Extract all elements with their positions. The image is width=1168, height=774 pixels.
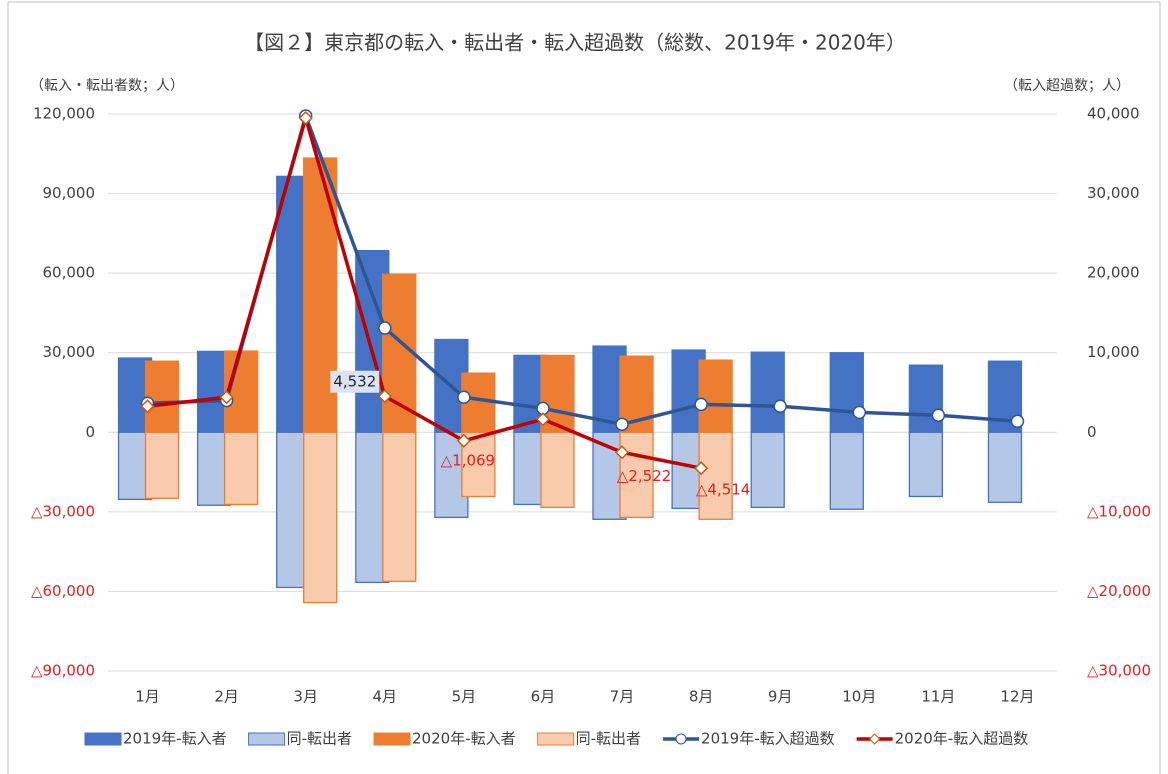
x-tick-label: 10月 <box>842 688 876 706</box>
marker <box>457 390 471 405</box>
legend-marker <box>675 733 687 745</box>
y-tick-label: 30,000 <box>43 343 96 361</box>
legend-swatch <box>537 732 575 746</box>
x-tick-label: 9月 <box>768 688 793 706</box>
x-tick-label: 4月 <box>373 688 398 706</box>
y-tick-label: 60,000 <box>43 264 96 282</box>
x-tick-label: 12月 <box>1000 688 1034 706</box>
marker <box>773 399 787 414</box>
marker <box>377 389 392 404</box>
bar <box>144 360 180 433</box>
legend-marker <box>868 733 881 745</box>
legend-label: 2019年-転入超過数 <box>701 730 835 748</box>
legend-label: 2020年-転入者 <box>412 730 516 748</box>
y-tick-label: △90,000 <box>31 662 95 680</box>
legend-label: 2020年-転入超過数 <box>895 730 1029 748</box>
bar <box>144 431 180 499</box>
x-tick-label: 8月 <box>689 688 714 706</box>
legend-label: 同-転出者 <box>576 730 641 748</box>
marker <box>615 417 629 432</box>
marker <box>1010 414 1025 429</box>
x-tick-label: 3月 <box>293 688 318 706</box>
x-tick-label: 6月 <box>531 688 556 706</box>
bar <box>698 359 733 433</box>
x-tick-label: 7月 <box>610 688 635 706</box>
marker <box>694 461 709 476</box>
marker <box>378 321 392 335</box>
y2-tick-label: △20,000 <box>1087 582 1151 600</box>
data-label: △1,069 <box>441 451 495 469</box>
y2-tick-label: 10,000 <box>1087 343 1140 361</box>
x-tick-label: 11月 <box>921 688 955 706</box>
legend-swatch <box>373 732 411 746</box>
bar <box>987 431 1023 503</box>
bar <box>908 364 944 433</box>
bar <box>382 273 417 433</box>
bar <box>540 431 575 508</box>
x-tick-label: 2月 <box>214 688 239 706</box>
y-tick-label: 0 <box>85 423 95 441</box>
bar <box>223 431 259 506</box>
bar <box>908 431 944 498</box>
chart-frame <box>7 1 1161 774</box>
y2-tick-label: 30,000 <box>1087 184 1140 202</box>
marker <box>219 390 234 405</box>
y2-tick-label: 20,000 <box>1087 264 1140 282</box>
bar <box>698 431 733 520</box>
bar <box>829 352 864 433</box>
marker <box>535 412 551 427</box>
bar <box>750 431 785 508</box>
data-label: △2,522 <box>617 467 671 485</box>
y-tick-label: 90,000 <box>43 184 96 202</box>
marker <box>852 405 867 420</box>
legend-swatch <box>248 732 286 746</box>
marker <box>614 445 630 460</box>
marker <box>931 408 946 423</box>
marker <box>140 399 155 414</box>
y-tick-label: △60,000 <box>31 582 95 600</box>
y2-axis-title: （転入超過数；人） <box>1004 78 1130 94</box>
bar <box>303 431 338 604</box>
x-tick-label: 1月 <box>135 688 160 706</box>
marker <box>456 433 471 448</box>
y2-tick-label: 40,000 <box>1087 105 1140 123</box>
legend-label: 同-転出者 <box>287 730 352 748</box>
y-tick-label: 120,000 <box>33 105 95 123</box>
bar <box>382 431 417 582</box>
y2-tick-label: △10,000 <box>1087 502 1151 520</box>
line <box>147 116 702 470</box>
bar <box>619 431 654 519</box>
marker <box>298 110 313 126</box>
y-axis-title: （転入・転出者数；人） <box>30 78 184 94</box>
y2-tick-label: 0 <box>1087 423 1097 441</box>
legend-label: 2019年-転入者 <box>123 730 227 748</box>
label-box <box>330 370 380 393</box>
data-label: 4,532 <box>333 373 376 391</box>
marker <box>694 397 708 412</box>
bar <box>829 431 864 510</box>
data-label: △4,514 <box>696 481 750 499</box>
bar <box>750 351 785 433</box>
x-tick-label: 5月 <box>452 688 477 706</box>
chart-title: 【図２】東京都の転入・転出者・転入超過数（総数、2019年・2020年） <box>244 31 906 55</box>
legend-swatch <box>84 732 122 746</box>
y2-tick-label: △30,000 <box>1087 662 1151 680</box>
y-tick-label: △30,000 <box>31 502 95 520</box>
